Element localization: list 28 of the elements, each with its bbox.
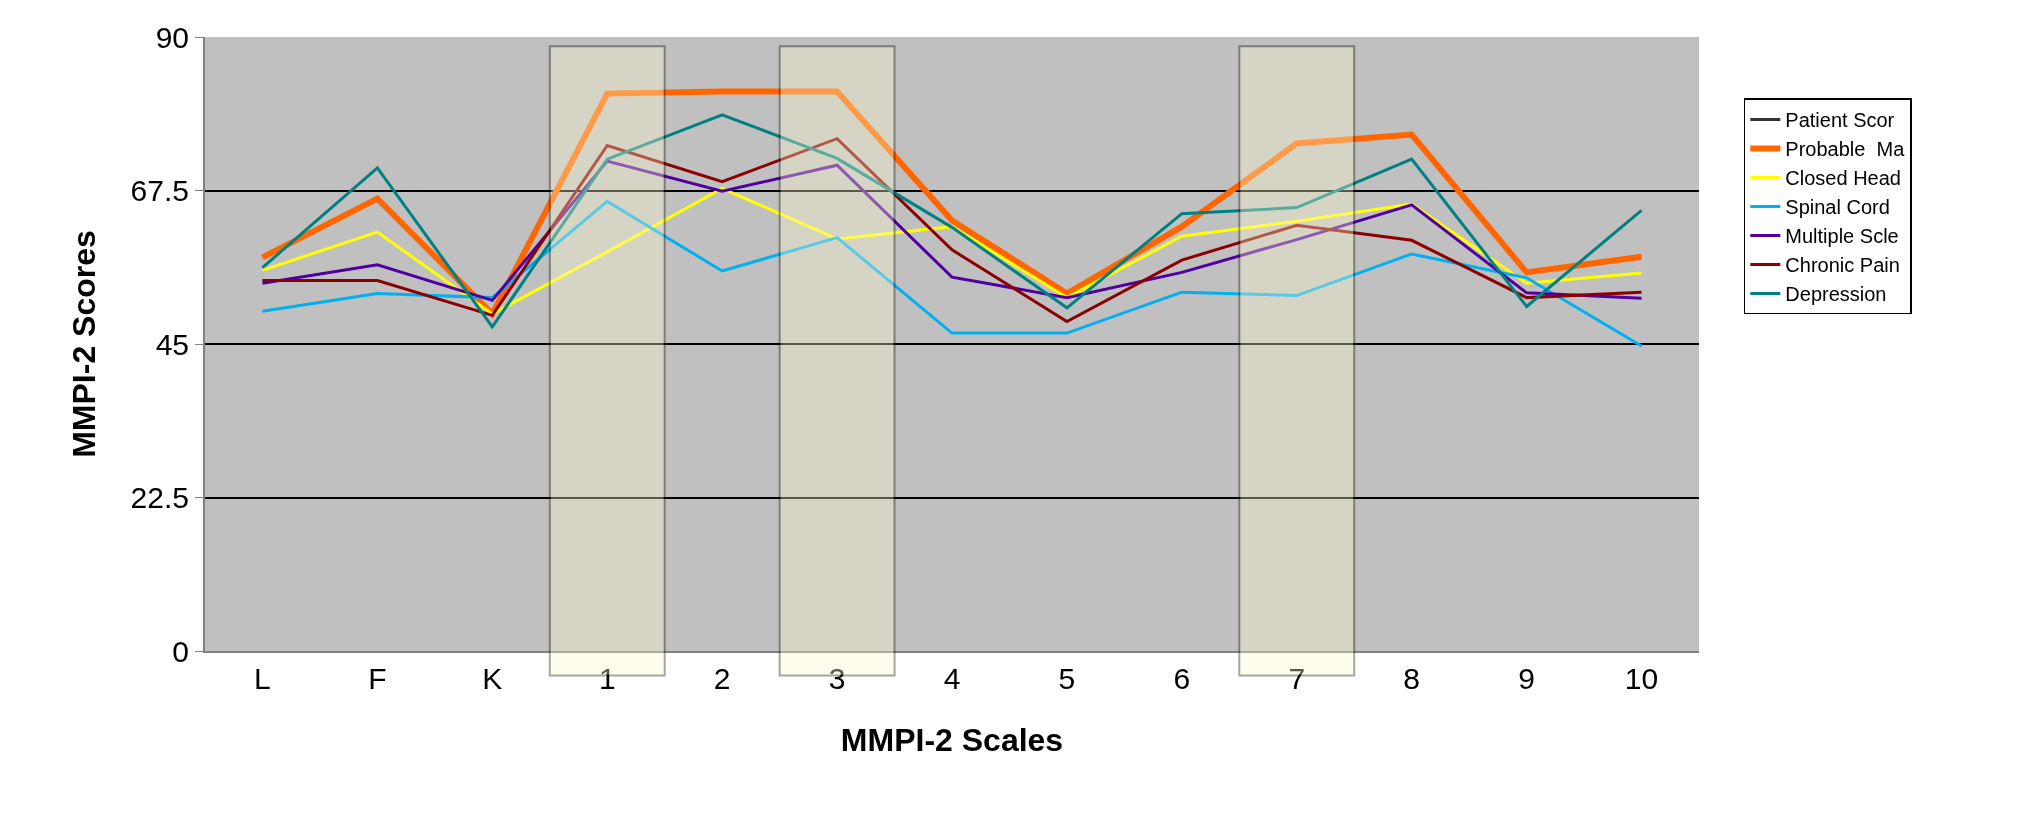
y-tick-label: 67.5 (130, 174, 189, 207)
legend-label: Closed Head (1785, 167, 1901, 190)
x-tick-label: 2 (713, 662, 731, 695)
legend-label: Chronic Pain (1785, 254, 1900, 277)
x-tick-label: 4 (943, 662, 961, 695)
x-tick-label: 5 (1058, 662, 1076, 695)
legend-label: Depression (1785, 283, 1887, 306)
y-tick-label: 0 (172, 634, 189, 668)
x-tick-label: 7 (1288, 662, 1306, 695)
y-tick-label: 45 (155, 327, 189, 361)
legend-label: Spinal Cord (1785, 196, 1890, 219)
x-tick-label: 10 (1624, 662, 1659, 695)
y-tick-label: 22.5 (130, 481, 189, 514)
x-tick-label: 8 (1403, 662, 1421, 695)
x-tick-label: 1 (598, 662, 616, 695)
x-tick-label: F (368, 662, 387, 695)
y-axis-title: MMPI-2 Scores (66, 230, 103, 458)
x-tick-label: K (482, 662, 503, 695)
x-tick-label: L (254, 662, 271, 695)
x-tick-label: 3 (828, 662, 846, 695)
line-series (260, 199, 1644, 348)
x-axis-title: MMPI-2 Scales (840, 722, 1064, 759)
y-tick-label: 90 (155, 20, 189, 54)
x-tick-label: 9 (1518, 662, 1535, 695)
legend-label: Probable Ma (1785, 138, 1906, 161)
x-tick-label: 6 (1173, 662, 1191, 695)
legend-label: Multiple Scle (1785, 225, 1899, 248)
legend-label: Patient Scor (1785, 109, 1895, 132)
